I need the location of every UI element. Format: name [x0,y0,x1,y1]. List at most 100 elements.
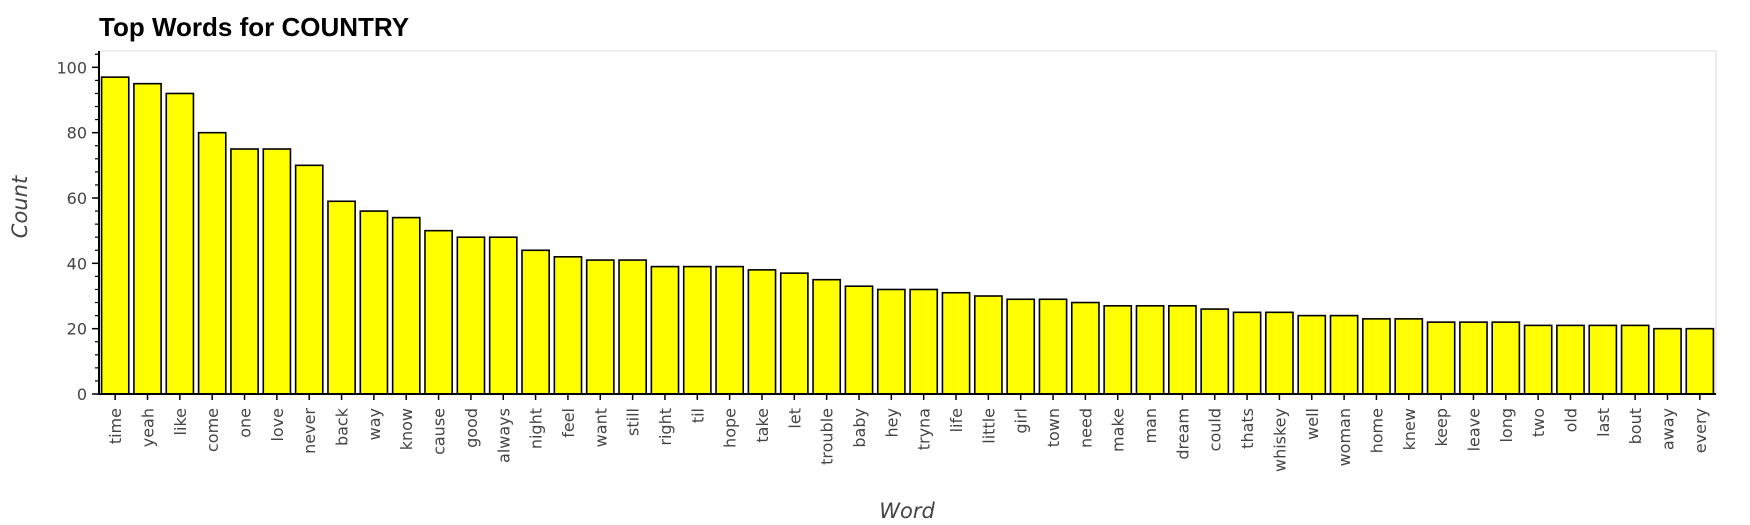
bar-tryna [909,288,939,395]
bar-hey [876,288,906,395]
x-tick-label-need: need [1076,408,1095,448]
x-tick-label-bout: bout [1626,408,1645,444]
x-tick-label-old: old [1561,408,1580,432]
bar-woman [1329,314,1359,395]
x-tick-label-knew: knew [1400,408,1419,450]
x-tick-label-time: time [106,408,125,444]
bar-home [1362,318,1391,395]
x-tick-label-whiskey: whiskey [1270,408,1289,472]
x-tick-label-keep: keep [1432,408,1451,447]
bar-two [1523,324,1553,395]
bar-dream [1168,304,1197,395]
x-tick-label-love: love [268,408,287,442]
bar-bout [1620,324,1650,395]
bar-always [488,236,518,395]
x-tick-label-leave: leave [1464,408,1483,451]
bar-old [1556,324,1585,395]
x-tick-label-away: away [1658,408,1677,450]
x-tick-label-long: long [1497,408,1516,443]
bar-feel [553,255,583,395]
x-tick-label-dream: dream [1173,408,1192,460]
bar-hope [715,265,745,395]
x-axis-label: Word [879,499,935,523]
bar-want [585,259,615,395]
bar-right [650,265,680,395]
bar-never [294,164,324,395]
x-tick-label-two: two [1529,408,1548,437]
x-tick-label-never: never [300,408,319,454]
x-tick-label-little: little [979,408,998,444]
x-tick-label-thats: thats [1238,408,1257,449]
x-tick-label-man: man [1141,408,1160,444]
bar-yeah [133,82,162,395]
x-tick-label-baby: baby [850,408,869,448]
y-tick-label: 20 [67,320,87,339]
x-tick-label-trouble: trouble [818,408,837,465]
bar-man [1135,304,1165,395]
bar-little [973,295,1003,395]
x-tick-label-take: take [753,408,772,443]
bar-night [521,249,550,395]
bar-need [1070,301,1100,395]
bar-thats [1232,311,1262,395]
bar-take [747,269,777,395]
bar-last [1588,324,1618,395]
bar-good [456,236,486,395]
bar-leave [1459,321,1488,395]
y-tick-label: 40 [67,254,87,273]
bar-girl [1006,298,1036,395]
y-tick-label: 100 [56,58,87,77]
x-tick-label-always: always [494,408,513,463]
x-tick-label-every: every [1691,408,1710,453]
bar-well [1297,314,1327,395]
x-tick-label-hope: hope [721,408,740,448]
x-tick-label-home: home [1367,408,1386,453]
bar-knew [1394,318,1424,395]
bar-time [100,76,130,395]
x-tick-label-til: til [688,408,707,423]
x-tick-label-night: night [527,408,546,449]
bar-long [1491,321,1521,395]
x-tick-label-come: come [203,408,222,452]
bar-way [359,210,389,395]
bar-make [1103,304,1133,395]
bar-love [262,148,292,395]
x-tick-label-still: still [624,408,643,436]
x-tick-label-one: one [236,408,255,438]
x-tick-label-tryna: tryna [915,408,934,450]
x-tick-label-woman: woman [1335,408,1354,466]
bar-come [197,131,227,395]
chart-title: Top Words for COUNTRY [99,12,409,42]
bar-cause [424,229,453,395]
x-tick-label-cause: cause [430,408,449,455]
bar-every [1685,327,1715,395]
x-tick-label-town: town [1044,408,1063,447]
bars-group [100,76,1715,395]
x-tick-label-let: let [785,408,804,429]
bar-back [327,200,356,395]
x-tick-label-hey: hey [882,408,901,437]
bar-whiskey [1265,311,1294,395]
y-tick-label: 60 [67,189,87,208]
x-tick-label-last: last [1594,408,1613,437]
y-tick-label: 80 [67,124,87,143]
axes-group: 0 20 40 60 80 100 time yeah like come one love never… [56,51,1716,472]
x-tick-label-back: back [333,407,352,446]
x-tick-label-well: well [1303,408,1322,440]
x-tick-label-feel: feel [559,408,578,438]
bar-know [391,216,421,395]
bar-keep [1426,321,1456,395]
bar-could [1200,308,1230,395]
bar-still [618,259,648,395]
x-tick-label-way: way [365,408,384,440]
x-tick-label-could: could [1206,408,1225,451]
x-tick-label-girl: girl [1012,408,1031,434]
bar-one [230,148,259,395]
y-tick-label: 0 [77,385,87,404]
bar-let [779,272,809,395]
x-tick-label-life: life [947,408,966,432]
x-tick-label-make: make [1109,408,1128,452]
y-axis-label: Count [8,175,32,238]
